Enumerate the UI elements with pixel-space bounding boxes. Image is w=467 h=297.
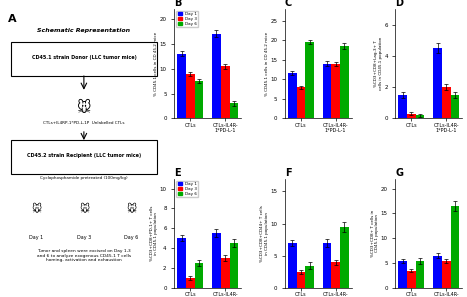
Bar bbox=[177, 54, 186, 119]
Bar bbox=[186, 278, 195, 288]
Bar bbox=[323, 64, 332, 119]
Text: Day 1: Day 1 bbox=[29, 235, 43, 240]
Y-axis label: % CD45.1 cells in CD 45.2 mice: % CD45.1 cells in CD 45.2 mice bbox=[154, 31, 158, 96]
Y-axis label: %CD3+CD8+ T cells in
CD45.1 population: %CD3+CD8+ T cells in CD45.1 population bbox=[371, 210, 379, 257]
Text: C: C bbox=[285, 0, 292, 8]
Bar bbox=[451, 95, 459, 119]
Bar bbox=[221, 258, 229, 288]
Bar bbox=[340, 227, 349, 288]
Bar bbox=[195, 263, 204, 288]
Text: Day 6: Day 6 bbox=[124, 235, 139, 240]
Text: F: F bbox=[285, 168, 291, 178]
Y-axis label: %CD3+CD8+PD-1+ T cells
in CD45.1 population: %CD3+CD8+PD-1+ T cells in CD45.1 populat… bbox=[149, 206, 158, 261]
Bar bbox=[229, 243, 238, 288]
Bar bbox=[212, 233, 221, 288]
Bar bbox=[297, 87, 305, 119]
Bar bbox=[323, 243, 332, 288]
Bar bbox=[305, 266, 314, 288]
Bar bbox=[288, 73, 297, 119]
Text: Day 3: Day 3 bbox=[77, 235, 91, 240]
Bar bbox=[195, 81, 204, 119]
Bar bbox=[398, 95, 407, 119]
Bar bbox=[332, 262, 340, 288]
Text: D: D bbox=[396, 0, 403, 8]
Text: Cyclophosphamide pretreated (100mg/kg): Cyclophosphamide pretreated (100mg/kg) bbox=[40, 176, 127, 180]
FancyBboxPatch shape bbox=[11, 42, 157, 76]
Bar bbox=[433, 256, 442, 288]
Y-axis label: % CD45.1 cells in CD 45.2 mice: % CD45.1 cells in CD 45.2 mice bbox=[265, 31, 269, 96]
Bar bbox=[442, 261, 451, 288]
Bar bbox=[398, 261, 407, 288]
Bar bbox=[297, 272, 305, 288]
Y-axis label: %CD3+CD8+Lag-3+ T
cells in CD45.1 population: %CD3+CD8+Lag-3+ T cells in CD45.1 popula… bbox=[374, 37, 383, 90]
Bar bbox=[451, 206, 459, 288]
Text: A: A bbox=[8, 15, 16, 24]
Bar bbox=[433, 48, 442, 119]
Text: CD45.1 strain Donor (LLC tumor mice): CD45.1 strain Donor (LLC tumor mice) bbox=[31, 55, 136, 60]
Bar bbox=[442, 87, 451, 119]
Text: 🐭: 🐭 bbox=[127, 204, 136, 214]
Text: CTLs+IL4RP-1*PD-L-1P  Unlabelled CTLs: CTLs+IL4RP-1*PD-L-1P Unlabelled CTLs bbox=[43, 121, 125, 124]
Y-axis label: %CD3+CD8+CD44+ T cells
in CD45.1 population: %CD3+CD8+CD44+ T cells in CD45.1 populat… bbox=[260, 205, 269, 262]
Bar bbox=[407, 271, 416, 288]
Bar bbox=[340, 46, 349, 119]
Bar bbox=[177, 238, 186, 288]
Text: 🐭: 🐭 bbox=[79, 204, 89, 214]
Bar bbox=[229, 103, 238, 119]
Bar bbox=[212, 34, 221, 119]
Bar bbox=[416, 261, 425, 288]
Text: G: G bbox=[396, 168, 403, 178]
Bar bbox=[186, 74, 195, 119]
Text: 🐭: 🐭 bbox=[77, 101, 91, 115]
Text: Tumor and spleen were excised on Day 1,3
and 6 to analyze exogenous CD45.1 T cel: Tumor and spleen were excised on Day 1,3… bbox=[37, 249, 131, 262]
Bar bbox=[221, 66, 229, 119]
Bar bbox=[416, 115, 425, 119]
Text: B: B bbox=[174, 0, 182, 8]
Legend: Day 1, Day 3, Day 6: Day 1, Day 3, Day 6 bbox=[177, 11, 198, 27]
FancyBboxPatch shape bbox=[11, 140, 157, 174]
Bar bbox=[332, 64, 340, 119]
Text: Schematic Representation: Schematic Representation bbox=[37, 29, 130, 34]
Bar bbox=[305, 42, 314, 119]
Text: CD45.2 strain Recipient (LLC tumor mice): CD45.2 strain Recipient (LLC tumor mice) bbox=[27, 153, 141, 158]
Legend: Day 1, Day 3, Day 6: Day 1, Day 3, Day 6 bbox=[177, 181, 198, 197]
Text: E: E bbox=[174, 168, 181, 178]
Text: 🐭: 🐭 bbox=[31, 204, 42, 214]
Bar bbox=[288, 243, 297, 288]
Bar bbox=[407, 114, 416, 119]
